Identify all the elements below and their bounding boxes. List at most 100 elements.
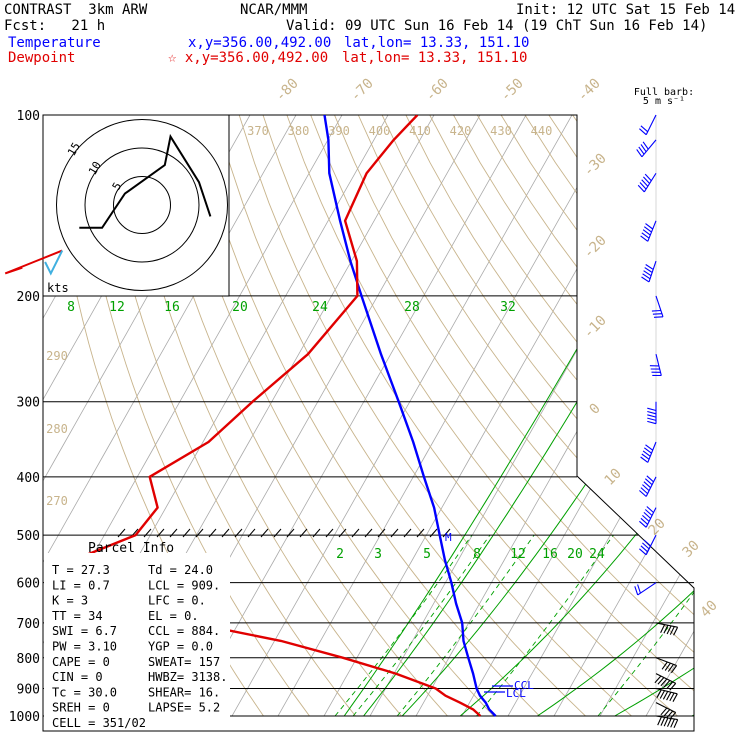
- pressure-tick-label: 400: [17, 471, 40, 486]
- hatch-mark: [169, 528, 178, 538]
- hodograph-ring-label: 15: [65, 140, 83, 158]
- wind-barb-flag: [660, 707, 668, 716]
- isotherm-label: 0: [587, 401, 604, 418]
- dry-adiabat-label: 290: [46, 349, 68, 363]
- wind-barb-flag: [669, 692, 675, 702]
- dry-adiabat-line: [405, 115, 694, 717]
- wind-barb: [639, 506, 657, 528]
- wind-barb-flag: [666, 718, 672, 727]
- pressure-tick-label: 900: [17, 682, 40, 697]
- mixing-ratio-label: 3: [374, 547, 382, 562]
- wind-barb-shaft: [645, 114, 657, 135]
- parcel-info-left: PW = 3.10: [52, 640, 117, 654]
- dry-adiabat-label: 270: [46, 494, 68, 508]
- wind-barb-flag: [642, 450, 651, 457]
- isotherm-label: -70: [348, 76, 377, 105]
- mixing-ratio-label: 2: [336, 547, 344, 562]
- wind-barb: [637, 172, 657, 193]
- wind-barb: [654, 673, 677, 691]
- parcel-info-title: Parcel Info: [88, 541, 174, 556]
- isotherm-line: [645, 115, 694, 717]
- hatch-mark: [403, 528, 412, 538]
- wind-barb-shaft: [655, 702, 676, 713]
- hatch-mark: [364, 528, 373, 538]
- hatch-mark: [299, 528, 308, 538]
- parcel-info-right: LCL = 909.: [148, 578, 220, 592]
- moist-adiabat-line: [459, 268, 694, 717]
- parcel-info-right: LAPSE= 5.2: [148, 701, 220, 715]
- wind-barb-flag: [640, 456, 649, 463]
- lcl-marker: LCL: [506, 687, 526, 700]
- wind-barb-flag: [651, 309, 661, 312]
- wind-barb-flag: [647, 417, 657, 421]
- moist-adiabat-line: [537, 268, 694, 717]
- hodograph-frame: [42, 114, 230, 297]
- mixing-ratio-label: 5: [423, 547, 431, 562]
- dry-adiabat-line: [167, 115, 494, 717]
- mixing-ratio-label: 12: [109, 300, 125, 315]
- wind-barb-flag: [640, 235, 649, 242]
- dry-adiabat-line: [357, 115, 694, 717]
- wind-barb-flag: [653, 316, 664, 318]
- wind-barb-flag: [642, 176, 651, 184]
- hodograph-units-label: kts: [47, 281, 69, 295]
- parcel-info-right: LFC = 0.: [148, 594, 206, 608]
- hodograph-ring: [113, 176, 171, 234]
- isotherm-line: [231, 115, 573, 717]
- dry-adiabat-line: [310, 115, 694, 717]
- temperature-legend: Temperature: [8, 35, 101, 51]
- wind-barb-flag: [639, 548, 647, 556]
- wind-barb-flag: [640, 487, 648, 495]
- wind-barb-flag: [656, 689, 662, 698]
- wind-barb-flag: [669, 683, 677, 691]
- dry-adiabat-line: [214, 115, 586, 717]
- wind-barb-flag: [641, 232, 650, 239]
- wind-barb: [655, 687, 678, 702]
- parcel-info-left: CAPE = 0: [52, 655, 110, 669]
- dry-adiabat-line: [643, 115, 694, 717]
- valid-time: Valid: 09 UTC Sun 16 Feb 14 (19 ChT Sun …: [286, 18, 708, 34]
- wind-barb-flag: [669, 712, 677, 720]
- mixing-ratio-line: [352, 534, 491, 717]
- hatch-mark: [221, 528, 230, 538]
- wind-barb-shaft: [645, 534, 657, 556]
- pressure-tick-label: 500: [17, 529, 40, 544]
- moist-adiabat-line: [691, 268, 694, 717]
- moist-adiabat-line: [614, 268, 694, 717]
- mixing-ratio-line: [476, 534, 614, 717]
- center-title: NCAR/MMM: [240, 2, 308, 18]
- isotherm-line: [43, 115, 251, 717]
- wind-barb-flag: [662, 691, 669, 700]
- hodograph-trace-low: [4, 249, 63, 275]
- isotherm-line: [461, 115, 694, 717]
- hatch-mark: [208, 528, 217, 538]
- hatch-mark: [325, 528, 334, 538]
- wind-barb-flag: [643, 447, 652, 454]
- mixing-ratio-label: 24: [312, 300, 328, 315]
- mixing-ratio-label: 8: [67, 300, 75, 315]
- ccl-marker: CCL: [514, 679, 534, 692]
- temperature-latlon: lat,lon= 13.33, 151.10: [344, 35, 530, 51]
- wind-barb-flag: [640, 545, 648, 553]
- mixing-ratio-label: 16: [164, 300, 180, 315]
- pressure-tick-label: 1000: [9, 710, 40, 725]
- wind-barb-flag: [644, 509, 653, 516]
- dry-adiabat-line: [476, 115, 694, 717]
- parcel-info-left: Tc = 30.0: [52, 685, 117, 699]
- wind-barb-flag: [637, 184, 645, 193]
- isotherm-line: [507, 115, 694, 717]
- parcel-info-right: SHEAR= 16.: [148, 685, 220, 699]
- wind-barb-flag: [660, 678, 668, 687]
- hatch-mark: [416, 528, 425, 538]
- wind-barb-flag: [641, 179, 649, 187]
- hodograph-ring: [56, 119, 228, 291]
- wind-barb: [655, 657, 678, 674]
- parcel-info-left: LI = 0.7: [52, 578, 110, 592]
- wind-barb-flag: [641, 453, 650, 460]
- mixing-ratio-label: 20: [567, 547, 583, 562]
- wind-barb-flag: [666, 691, 672, 701]
- wind-barb-flag: [639, 520, 647, 528]
- wind-barb-flag: [657, 677, 665, 685]
